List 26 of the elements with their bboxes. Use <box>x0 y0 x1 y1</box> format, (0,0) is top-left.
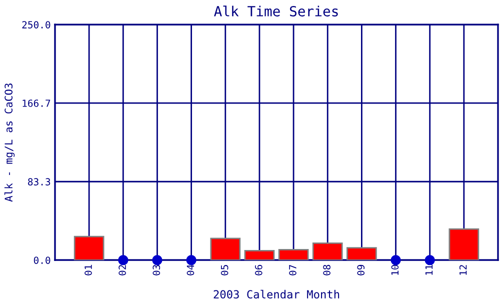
x-tick-label: 11 <box>425 264 433 275</box>
bar <box>278 249 309 260</box>
x-tick-label: 10 <box>391 264 399 275</box>
x-tick-label: 01 <box>84 264 92 276</box>
bar <box>74 236 104 260</box>
y-tick-label: 0.0 <box>34 256 50 264</box>
y-tick-label: 250.0 <box>22 21 50 28</box>
bar <box>448 228 480 260</box>
bar <box>244 250 275 260</box>
x-axis-title: 2003 Calendar Month <box>214 290 340 299</box>
bar <box>210 238 241 260</box>
x-tick-label: 04 <box>186 264 194 276</box>
x-tick-label: 09 <box>357 264 365 276</box>
x-tick-label: 06 <box>254 264 262 276</box>
x-tick-label: 08 <box>323 264 330 276</box>
x-tick-label: 05 <box>220 265 228 276</box>
y-axis-title: Alk - mg/L as CaCO3 <box>4 84 15 202</box>
bar <box>312 242 343 260</box>
x-tick-label: 03 <box>152 264 160 276</box>
y-tick-label: 166.7 <box>22 100 50 107</box>
x-tick-label: 12 <box>459 265 467 275</box>
x-tick-label: 07 <box>289 264 296 276</box>
y-tick-label: 83.3 <box>28 178 50 186</box>
bar <box>346 247 377 260</box>
x-tick-label: 02 <box>118 265 126 276</box>
chart-title: Alk Time Series <box>214 6 338 16</box>
